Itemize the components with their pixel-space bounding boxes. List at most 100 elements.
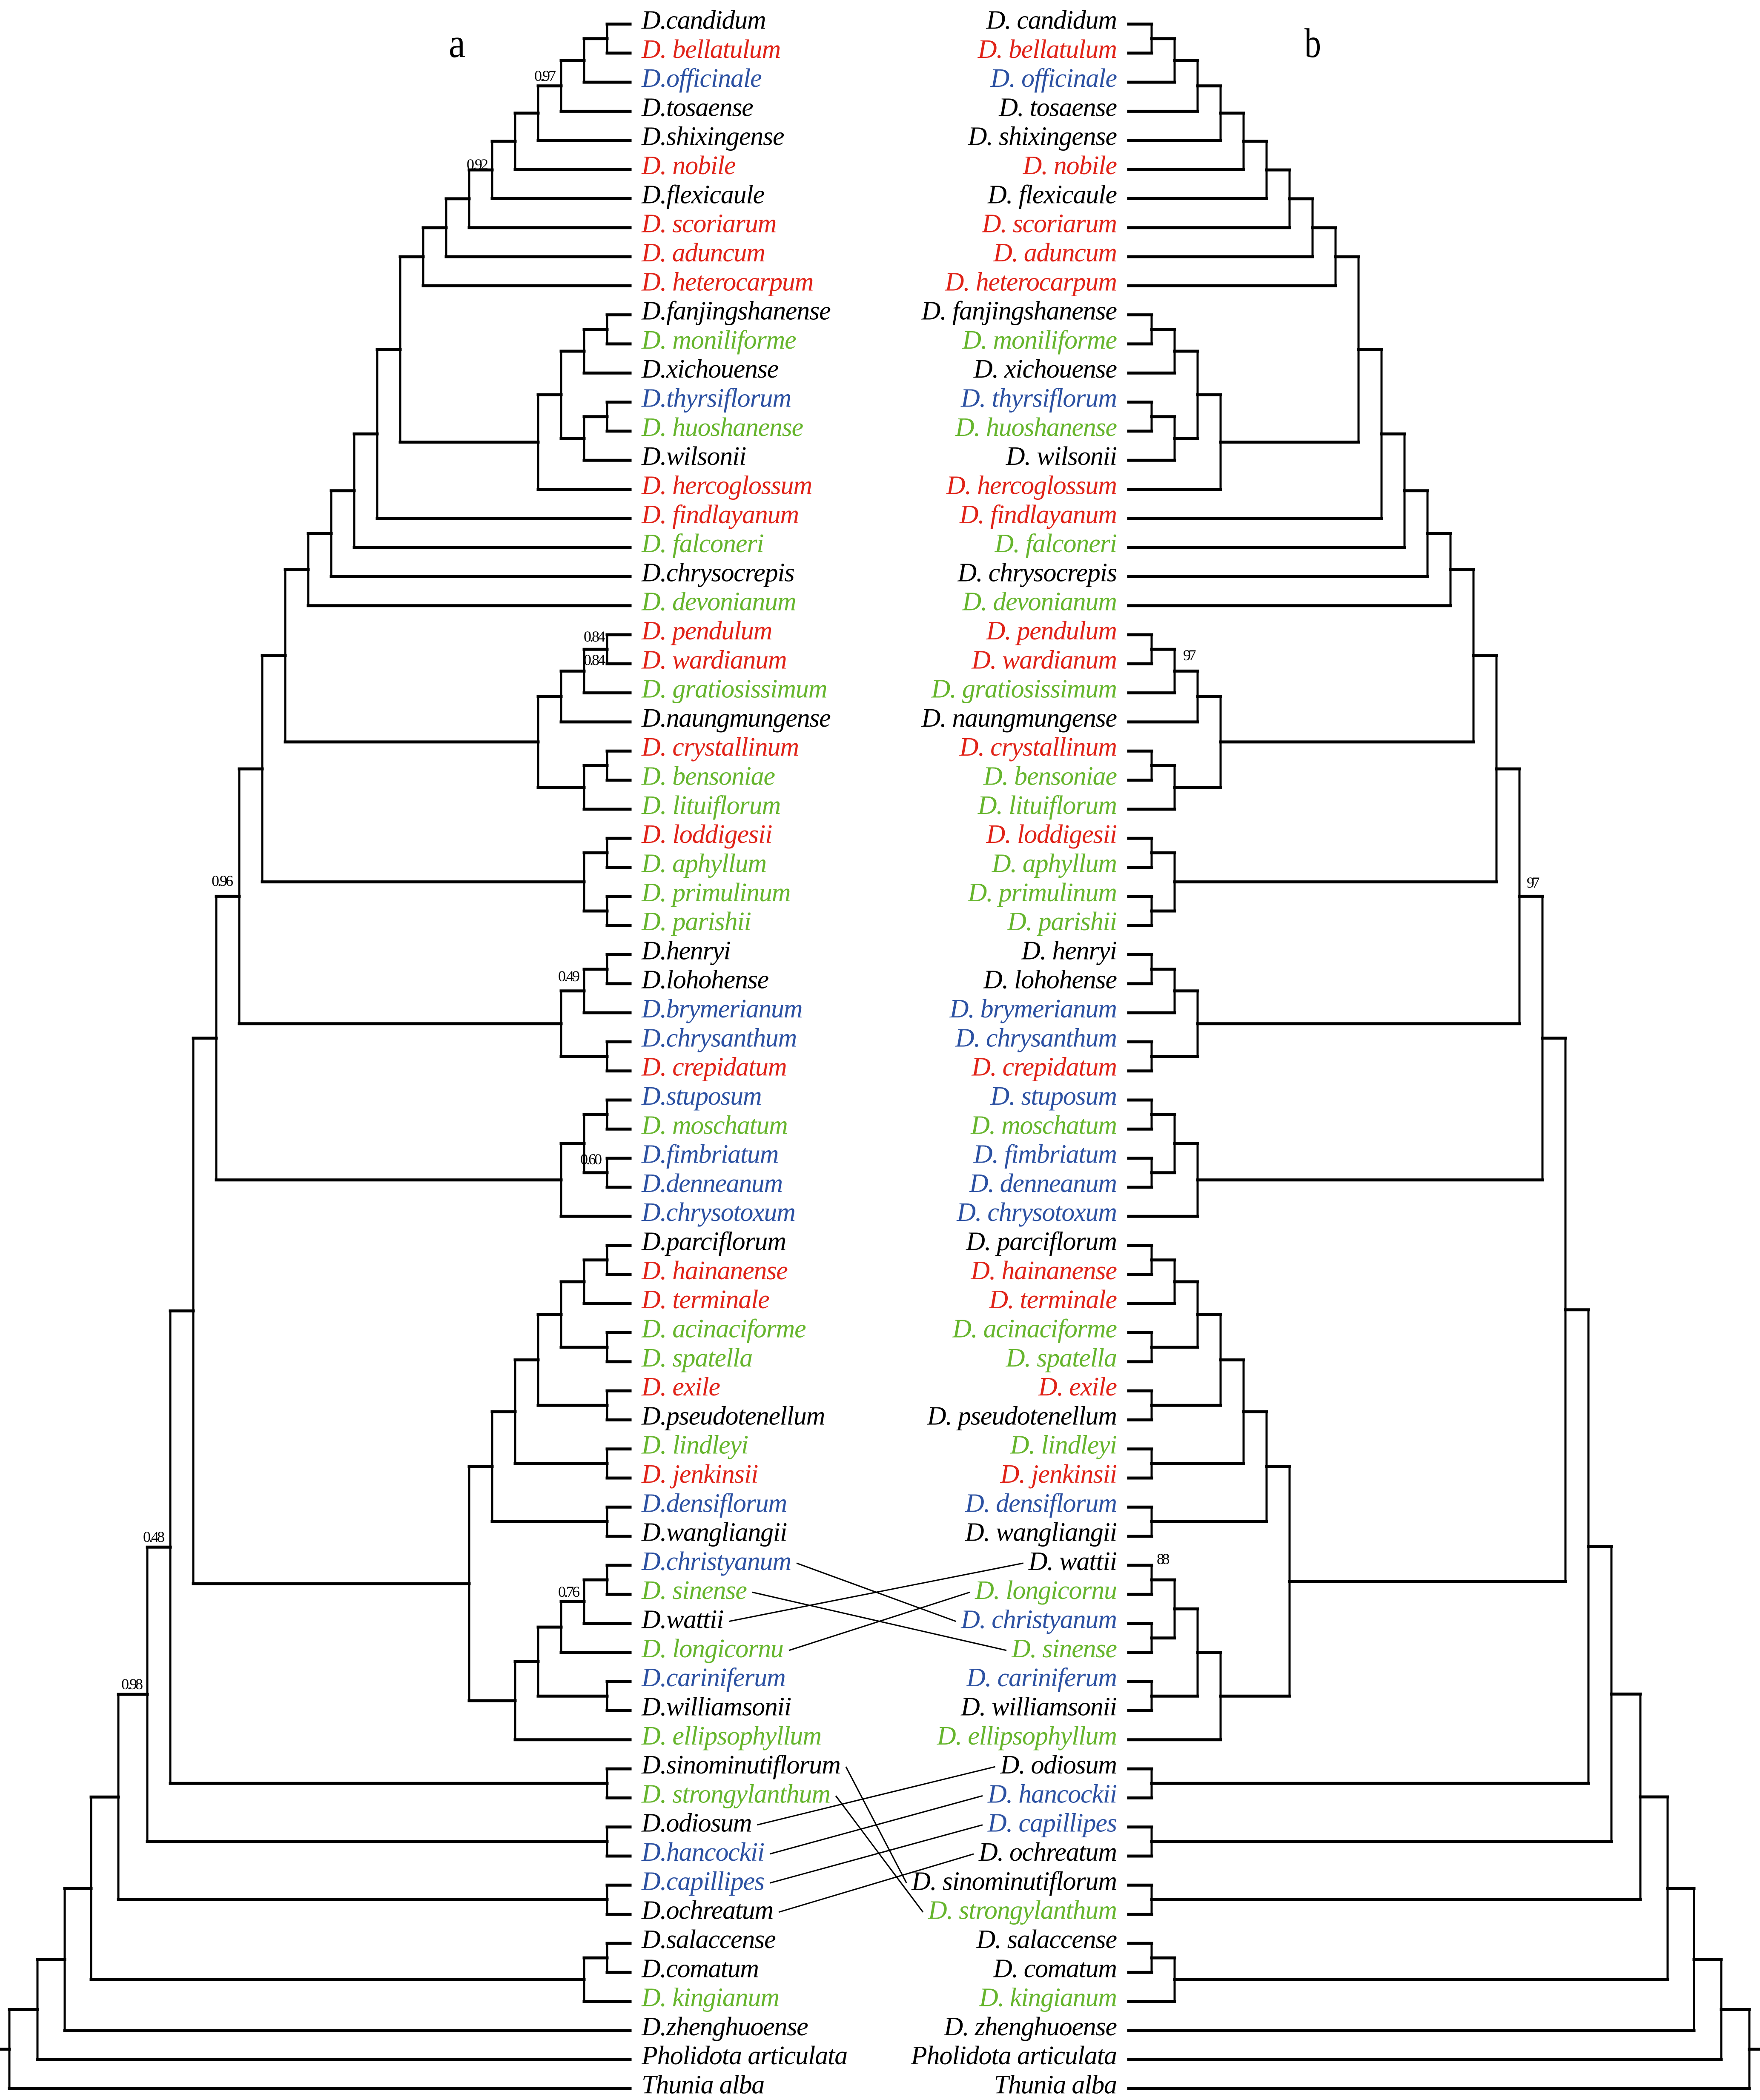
svg-text:D.capillipes: D.capillipes [641,1867,765,1896]
svg-text:D. odiosum: D. odiosum [1000,1750,1117,1779]
svg-text:D. moschatum: D. moschatum [641,1111,788,1140]
svg-text:D. brymerianum: D. brymerianum [949,994,1117,1023]
svg-text:0.84: 0.84 [584,651,605,668]
svg-text:D. devonianum: D. devonianum [962,587,1117,616]
svg-text:D. chrysotoxum: D. chrysotoxum [956,1198,1117,1227]
svg-text:D. tosaense: D. tosaense [998,93,1117,122]
svg-text:D. spatella: D. spatella [641,1344,753,1372]
svg-text:0.97: 0.97 [534,67,556,84]
svg-text:D. hainanense: D. hainanense [970,1256,1117,1285]
svg-text:D.pseudotenellum: D.pseudotenellum [641,1401,825,1430]
svg-text:D. pendulum: D. pendulum [986,616,1117,645]
svg-text:D. sinominutiflorum: D. sinominutiflorum [911,1867,1117,1896]
svg-text:D.naungmungense: D.naungmungense [641,704,831,733]
svg-text:D. heterocarpum: D. heterocarpum [945,267,1117,296]
svg-text:D. bellatulum: D. bellatulum [641,35,781,64]
svg-text:D. capillipes: D. capillipes [987,1809,1117,1838]
svg-text:D.brymerianum: D.brymerianum [641,994,803,1023]
svg-text:D.zhenghuoense: D.zhenghuoense [641,2012,808,2041]
svg-text:D.chrysanthum: D.chrysanthum [641,1023,797,1052]
svg-text:D.stuposum: D.stuposum [641,1082,762,1111]
svg-text:D. parishii: D. parishii [1007,907,1117,936]
svg-text:D. christyanum: D. christyanum [960,1605,1117,1634]
svg-text:D.cariniferum: D.cariniferum [641,1663,786,1692]
svg-text:97: 97 [1527,874,1540,891]
svg-text:D. wangliangii: D. wangliangii [965,1518,1117,1547]
svg-text:D. scoriarum: D. scoriarum [641,209,777,238]
svg-text:D. crepidatum: D. crepidatum [971,1053,1117,1082]
svg-text:D. acinaciforme: D. acinaciforme [952,1315,1117,1344]
svg-text:D. jenkinsii: D. jenkinsii [1000,1460,1117,1489]
svg-text:D.sinominutiflorum: D.sinominutiflorum [641,1750,841,1779]
svg-text:D. bensoniae: D. bensoniae [641,762,775,791]
svg-text:D. crystallinum: D. crystallinum [959,733,1117,762]
svg-text:0.96: 0.96 [212,872,233,889]
svg-text:D. salaccense: D. salaccense [976,1925,1118,1954]
svg-text:D. nobile: D. nobile [1023,151,1118,180]
svg-text:D.xichouense: D.xichouense [641,355,779,384]
svg-text:D. densiflorum: D. densiflorum [965,1489,1117,1518]
svg-text:D. henryi: D. henryi [1021,936,1117,965]
svg-text:D. shixingense: D. shixingense [968,122,1117,151]
svg-text:D. xichouense: D. xichouense [973,355,1117,384]
svg-text:D.hancockii: D.hancockii [641,1838,765,1867]
svg-text:D. hercoglossum: D. hercoglossum [641,471,812,500]
svg-text:D.chrysocrepis: D.chrysocrepis [641,558,795,587]
svg-text:D. stuposum: D. stuposum [990,1082,1117,1111]
svg-text:D. spatella: D. spatella [1006,1344,1117,1372]
svg-text:D. wilsonii: D. wilsonii [1006,442,1117,471]
svg-text:0.76: 0.76 [558,1583,580,1600]
svg-text:D. chrysocrepis: D. chrysocrepis [957,558,1117,587]
svg-text:D.fimbriatum: D.fimbriatum [641,1140,779,1169]
svg-text:D. lituiflorum: D. lituiflorum [977,791,1117,820]
svg-text:D. lohohense: D. lohohense [983,965,1117,994]
svg-text:D. sinense: D. sinense [1011,1634,1117,1663]
svg-text:D.officinale: D.officinale [641,64,762,93]
svg-text:D.henryi: D.henryi [641,936,731,965]
svg-text:D. loddigesii: D. loddigesii [641,820,773,849]
svg-text:D.ochreatum: D.ochreatum [641,1896,774,1925]
svg-text:D.chrysotoxum: D.chrysotoxum [641,1198,796,1227]
svg-text:D. falconeri: D. falconeri [641,529,764,558]
svg-text:D. williamsonii: D. williamsonii [960,1693,1117,1722]
svg-text:88: 88 [1157,1550,1170,1567]
svg-text:D. scoriarum: D. scoriarum [982,209,1117,238]
svg-text:D. primulinum: D. primulinum [641,878,791,907]
svg-text:D. fimbriatum: D. fimbriatum [973,1140,1117,1169]
svg-text:D. lindleyi: D. lindleyi [1010,1431,1117,1460]
svg-text:D. denneanum: D. denneanum [969,1169,1117,1198]
svg-text:D. officinale: D. officinale [990,64,1118,93]
svg-text:D. devonianum: D. devonianum [641,587,797,616]
svg-text:97: 97 [1183,647,1196,664]
svg-text:D. pendulum: D. pendulum [641,616,772,645]
svg-text:D. fanjingshanense: D. fanjingshanense [921,297,1118,326]
svg-text:D. terminale: D. terminale [989,1285,1117,1314]
svg-text:D. flexicaule: D. flexicaule [987,180,1117,209]
svg-text:D. findlayanum: D. findlayanum [959,500,1117,529]
svg-text:D.shixingense: D.shixingense [641,122,785,151]
svg-text:D. aphyllum: D. aphyllum [992,849,1117,878]
svg-text:D. loddigesii: D. loddigesii [986,820,1118,849]
svg-text:D. huoshanense: D. huoshanense [641,413,803,442]
svg-text:D.lohohense: D.lohohense [641,965,769,994]
svg-text:D. strongylanthum: D. strongylanthum [928,1896,1117,1925]
svg-text:D. naungmungense: D. naungmungense [921,704,1118,733]
svg-text:D. parishii: D. parishii [641,907,751,936]
svg-text:D. sinense: D. sinense [641,1576,747,1605]
svg-text:0.98: 0.98 [121,1676,143,1693]
svg-text:D. thyrsiflorum: D. thyrsiflorum [960,384,1117,413]
svg-text:Pholidota articulata: Pholidota articulata [911,2041,1117,2070]
svg-text:D.thyrsiflorum: D.thyrsiflorum [641,384,791,413]
svg-text:D. aphyllum: D. aphyllum [641,849,767,878]
svg-text:0.84: 0.84 [584,628,605,645]
svg-text:D. hancockii: D. hancockii [987,1779,1117,1808]
svg-text:D.parciflorum: D.parciflorum [641,1227,786,1256]
svg-text:D. pseudotenellum: D. pseudotenellum [927,1401,1117,1430]
svg-text:D.flexicaule: D.flexicaule [641,180,765,209]
svg-text:D.williamsonii: D.williamsonii [641,1693,791,1722]
svg-text:D.wattii: D.wattii [641,1605,724,1634]
svg-text:D.wilsonii: D.wilsonii [641,442,746,471]
svg-text:D. lituiflorum: D. lituiflorum [641,791,781,820]
svg-text:D.densiflorum: D.densiflorum [641,1489,787,1518]
svg-text:D.denneanum: D.denneanum [641,1169,783,1198]
